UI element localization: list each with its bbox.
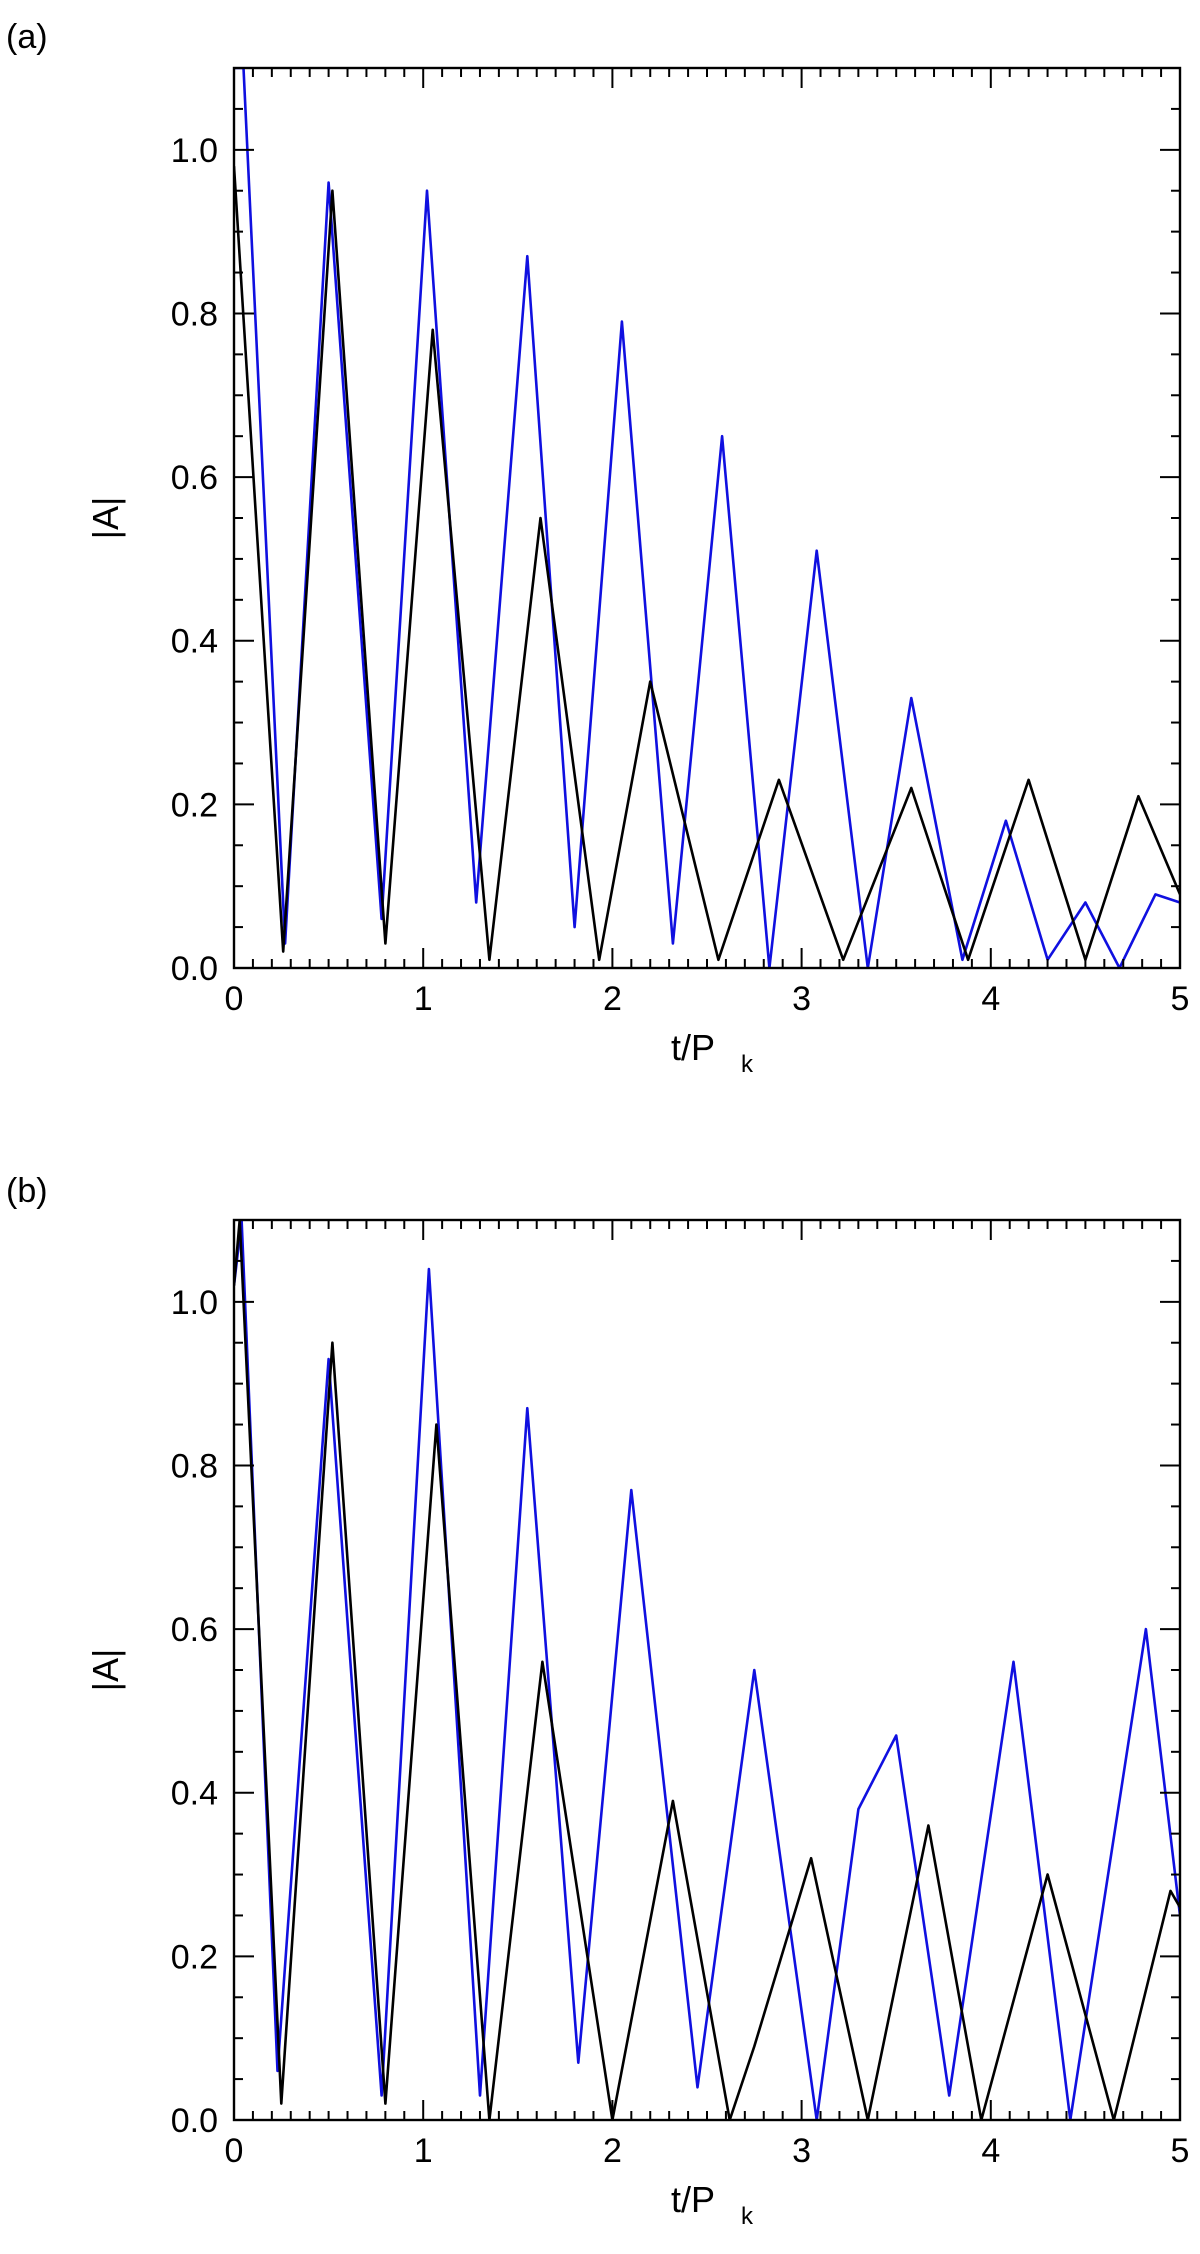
x-tick-label: 1 xyxy=(414,980,433,1018)
y-axis-label: |A| xyxy=(85,1649,126,1692)
y-tick-label: 0.2 xyxy=(171,786,218,824)
panel-b: (b) 0 1 2 3 4 5 0.0 0.2 0.4 0.6 0.8 1.0 t/P k |A| xyxy=(6,1172,1189,2230)
x-tick-label: 3 xyxy=(792,980,811,1018)
series-line-black xyxy=(234,1220,1180,2120)
y-tick-label: 1.0 xyxy=(171,132,218,170)
y-tick-label: 0.4 xyxy=(171,1775,218,1813)
y-tick-label: 0.0 xyxy=(171,950,218,988)
series-line-black xyxy=(234,166,1180,962)
y-tick-label: 0.8 xyxy=(171,295,218,333)
x-tick-label: 0 xyxy=(225,980,244,1018)
x-tick-label: 4 xyxy=(981,980,1000,1018)
x-tick-label: 2 xyxy=(603,2132,622,2170)
y-tick-label: 0.4 xyxy=(171,623,218,661)
panel-a: (a) 0 1 2 3 4 5 0.0 0.2 0.4 0.6 0.8 1.0 t/P k |A| xyxy=(6,18,1189,1078)
panel-label: (a) xyxy=(6,18,48,56)
x-tick-label: 0 xyxy=(225,2132,244,2170)
x-tick-label: 2 xyxy=(603,980,622,1018)
x-axis-label: t/P xyxy=(671,2179,715,2220)
panel-label: (b) xyxy=(6,1172,48,1210)
series-line-blue xyxy=(234,1220,1180,2120)
x-tick-label: 3 xyxy=(792,2132,811,2170)
x-tick-label: 4 xyxy=(981,2132,1000,2170)
y-axis-label: |A| xyxy=(85,497,126,540)
y-tick-label: 1.0 xyxy=(171,1284,218,1322)
x-tick-label: 5 xyxy=(1171,980,1190,1018)
x-tick-label: 1 xyxy=(414,2132,433,2170)
y-tick-label: 0.0 xyxy=(171,2102,218,2140)
x-axis-label-subscript: k xyxy=(741,1051,754,1078)
x-tick-label: 5 xyxy=(1171,2132,1190,2170)
x-axis-label-subscript: k xyxy=(741,2203,754,2230)
y-tick-label: 0.8 xyxy=(171,1447,218,1485)
y-tick-label: 0.6 xyxy=(171,1611,218,1649)
y-tick-label: 0.6 xyxy=(171,459,218,497)
y-tick-label: 0.2 xyxy=(171,1938,218,1976)
x-axis-label: t/P xyxy=(671,1027,715,1068)
series-line-blue xyxy=(234,68,1180,968)
